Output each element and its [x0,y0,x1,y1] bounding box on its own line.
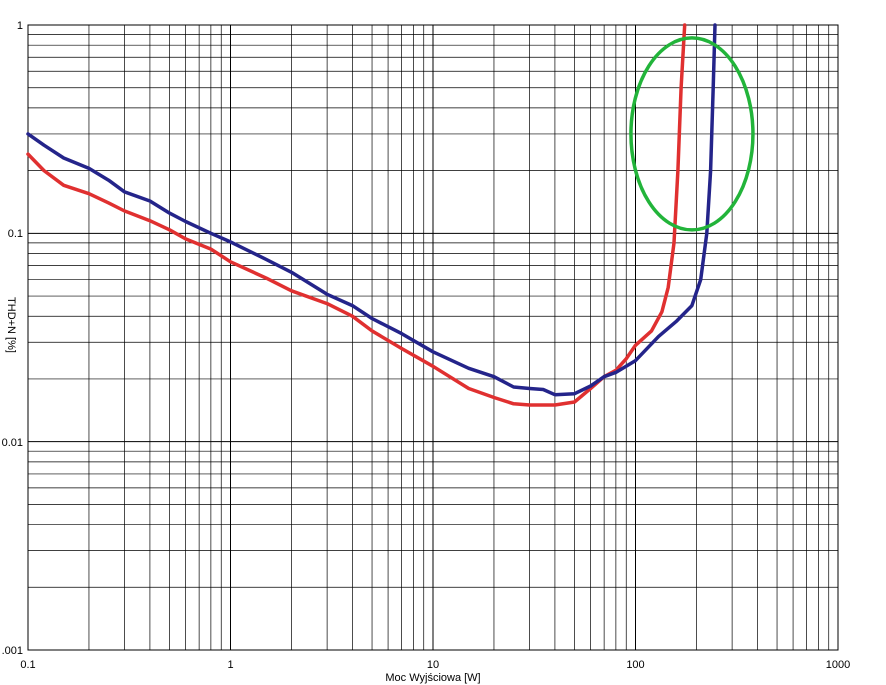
x-axis-label: Moc Wyjściowa [W] [385,672,480,684]
annotation-layer [629,36,755,232]
highlight-ellipse [629,36,755,232]
x-tick-labels: 0.1 1 10 100 1000 [20,659,850,671]
y-tick-label: .001 [2,645,23,657]
y-tick-label: 0.1 [8,228,23,240]
y-tick-label: 1 [17,20,23,32]
series-line-1 [26,23,687,407]
plot-frame [27,24,839,651]
x-tick-label: 100 [626,659,644,671]
y-axis-label: THD+N [%] [5,297,17,353]
x-tick-label: 10 [427,659,439,671]
series-line-2 [26,23,717,397]
x-tick-label: 0.1 [20,659,35,671]
series-layer [26,23,717,407]
x-tick-label: 1000 [826,659,850,671]
x-tick-label: 1 [227,659,233,671]
y-tick-label: 0.01 [2,437,23,449]
y-tick-labels: 1 0.1 0.01 .001 [2,20,23,657]
grid-major [27,25,838,651]
